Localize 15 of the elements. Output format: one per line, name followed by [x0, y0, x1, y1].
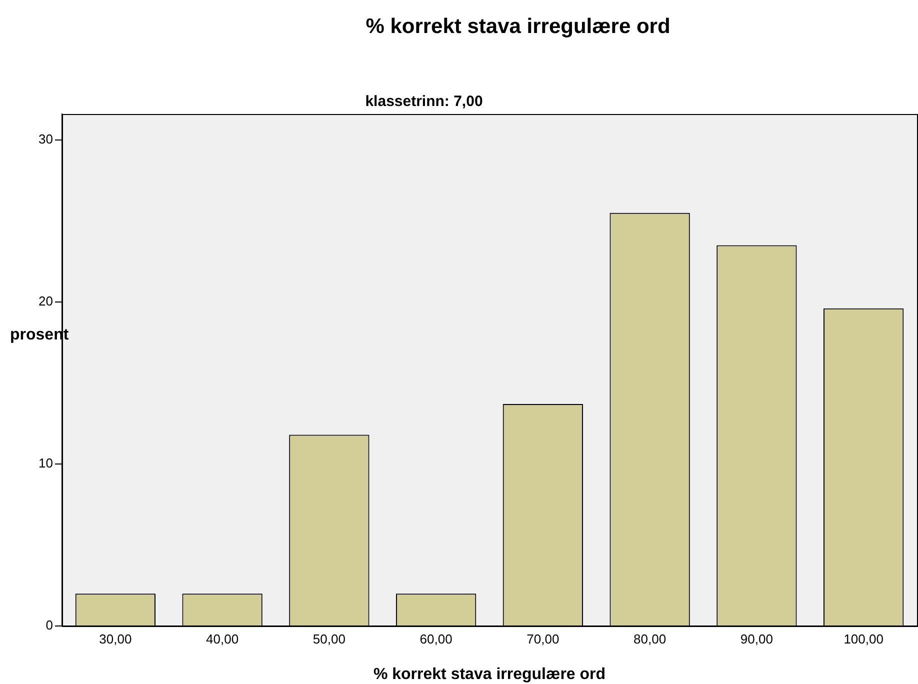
x-tick-label: 30,00 — [99, 631, 132, 646]
y-tick-label: 0 — [46, 618, 53, 633]
x-tick-label: 50,00 — [312, 631, 346, 646]
x-tick-label: 40,00 — [206, 631, 239, 646]
y-tick-label: 10 — [38, 456, 53, 471]
x-tick-label: 80,00 — [634, 631, 666, 646]
chart-subtitle: klassetrinn: 7,00 — [365, 93, 483, 110]
y-tick-label: 30 — [38, 132, 53, 146]
x-tick-label: 90,00 — [740, 631, 773, 646]
x-tick-label: 100,00 — [844, 631, 884, 646]
x-tick-label: 60,00 — [420, 631, 452, 646]
y-tick-label: 20 — [38, 294, 53, 309]
chart-title: % korrekt stava irregulære ord — [366, 14, 670, 38]
x-tick-label: 70,00 — [526, 631, 560, 646]
x-axis-title: % korrekt stava irregulære ord — [373, 666, 606, 683]
